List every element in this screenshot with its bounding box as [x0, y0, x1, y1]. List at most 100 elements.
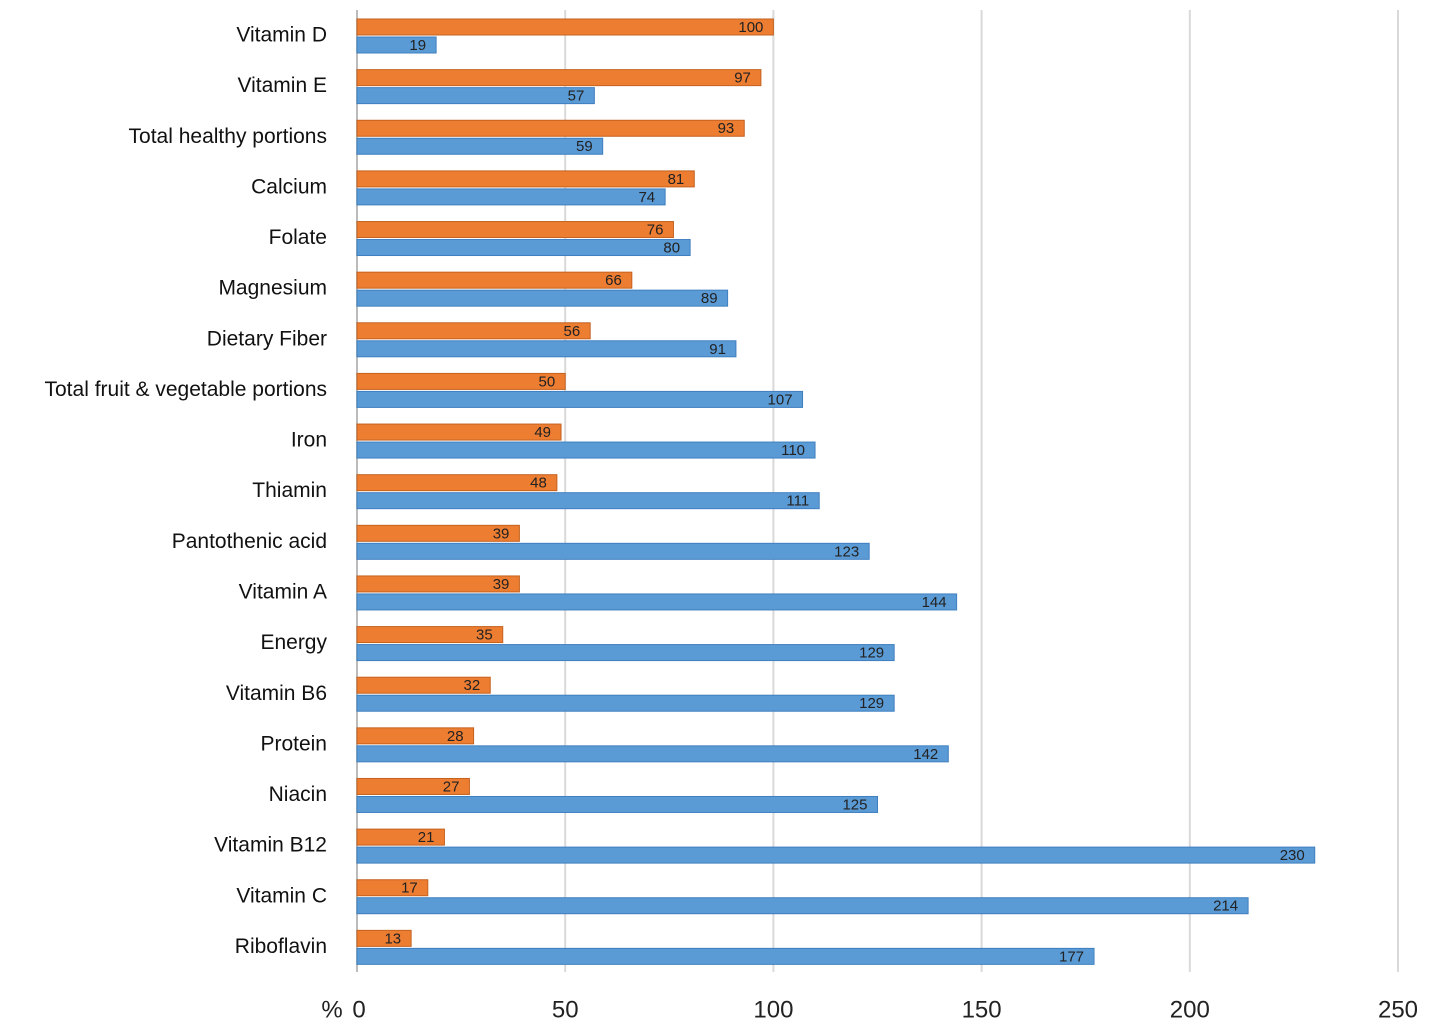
bar: [356, 524, 520, 542]
bar: [356, 87, 595, 105]
data-label: 144: [922, 594, 947, 611]
x-tick-label: 100: [753, 996, 793, 1023]
data-label: 81: [668, 171, 685, 188]
bar: [356, 322, 591, 340]
bar: [356, 644, 895, 662]
bar: [356, 694, 895, 712]
data-label: 80: [663, 239, 680, 256]
y-tick-label: Total fruit & vegetable portions: [45, 378, 328, 401]
data-label: 48: [530, 475, 547, 492]
bar: [356, 828, 445, 846]
bar: [356, 18, 774, 36]
bar: [356, 69, 762, 87]
y-tick-label: Niacin: [269, 783, 327, 806]
bar: [356, 575, 520, 593]
data-label: 21: [418, 829, 435, 846]
data-label: 59: [576, 138, 593, 155]
data-label: 76: [647, 221, 664, 238]
data-label: 129: [859, 645, 884, 662]
bar: [356, 897, 1249, 915]
y-tick-label: Riboflavin: [235, 935, 327, 958]
bar: [356, 137, 604, 155]
data-label: 32: [464, 677, 481, 694]
bar: [356, 119, 745, 137]
bar: [356, 593, 958, 611]
data-label: 35: [476, 627, 493, 644]
data-label: 97: [734, 70, 751, 87]
bar: [356, 289, 729, 307]
y-tick-label: Iron: [291, 429, 327, 452]
y-tick-label: Vitamin A: [239, 580, 327, 603]
bar: [356, 423, 562, 441]
data-label: 93: [718, 120, 735, 137]
bar: [356, 879, 429, 897]
x-tick-label: 150: [962, 996, 1002, 1023]
bar: [356, 390, 804, 408]
data-label: 230: [1280, 847, 1305, 864]
data-label: 19: [409, 37, 426, 54]
bar: [356, 777, 470, 795]
y-tick-label: Energy: [260, 631, 327, 654]
data-label: 91: [709, 341, 726, 358]
x-tick-label: 250: [1378, 996, 1418, 1023]
data-label: 28: [447, 728, 464, 745]
data-label: 74: [638, 189, 655, 206]
bar: [356, 474, 558, 492]
y-tick-label: Protein: [260, 732, 327, 755]
y-tick-label: Vitamin D: [236, 24, 327, 47]
data-label: 39: [493, 576, 510, 593]
y-tick-label: Total healthy portions: [129, 125, 327, 148]
x-tick-label: 0: [352, 996, 365, 1023]
y-tick-label: Pantothenic acid: [172, 530, 327, 553]
data-label: 214: [1213, 898, 1238, 915]
bar: [356, 170, 695, 188]
data-label: 123: [834, 543, 859, 560]
bar: [356, 340, 737, 358]
bar: [356, 846, 1316, 864]
bar: [356, 947, 1095, 965]
bar: [356, 188, 666, 206]
data-label: 89: [701, 290, 718, 307]
data-label: 56: [563, 323, 580, 340]
x-tick-label: 50: [552, 996, 579, 1023]
y-tick-label: Vitamin C: [236, 884, 327, 907]
bar: [356, 221, 674, 239]
y-tick-label: Thiamin: [252, 479, 327, 502]
data-label: 110: [781, 442, 805, 459]
data-label: 107: [768, 391, 793, 408]
bar: [356, 271, 633, 289]
y-tick-label: Calcium: [251, 175, 327, 198]
data-label: 100: [738, 19, 763, 36]
data-label: 111: [786, 493, 809, 510]
y-tick-label: Vitamin B6: [226, 682, 327, 705]
data-label: 177: [1059, 948, 1084, 965]
bar: [356, 441, 816, 459]
bar: [356, 727, 475, 745]
data-label: 13: [384, 930, 401, 947]
y-tick-label: Vitamin E: [238, 74, 328, 97]
data-label: 27: [443, 778, 460, 795]
bar: [356, 492, 820, 510]
bar: [356, 542, 870, 560]
bar: [356, 929, 412, 947]
data-label: 49: [534, 424, 551, 441]
bar: [356, 745, 949, 763]
data-label: 129: [859, 695, 884, 712]
bar: [356, 676, 491, 694]
data-label: 17: [401, 880, 418, 897]
bar: [356, 626, 504, 644]
data-label: 50: [539, 373, 556, 390]
bar: [356, 372, 566, 390]
y-tick-label: Folate: [269, 226, 327, 249]
data-label: 39: [493, 525, 510, 542]
data-label: 142: [913, 746, 938, 763]
bar: [356, 239, 691, 257]
data-label: 125: [842, 796, 867, 813]
bar: [356, 36, 437, 54]
bar: [356, 795, 878, 813]
data-label: 57: [568, 88, 585, 105]
y-tick-label: Magnesium: [218, 277, 327, 300]
y-tick-label: Vitamin B12: [214, 834, 327, 857]
x-tick-label: 200: [1170, 996, 1210, 1023]
